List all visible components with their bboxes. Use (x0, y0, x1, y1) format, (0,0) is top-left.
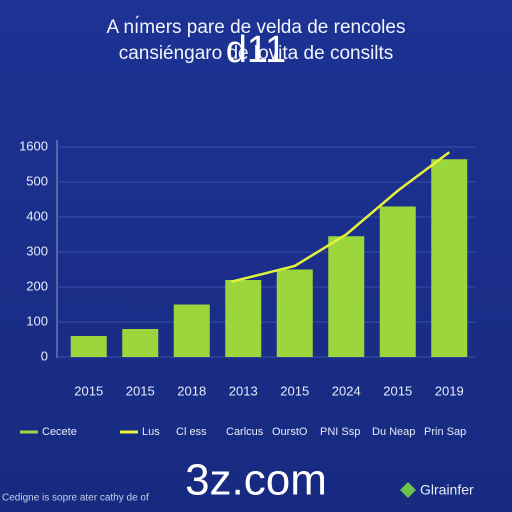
overlay-text: d11 (226, 29, 287, 71)
bar (122, 329, 159, 357)
y-tick-label: 500 (26, 173, 48, 188)
chart-title: A nı́mers pare de velda de rencoles (107, 16, 406, 38)
x-tick-label: 2018 (177, 383, 206, 398)
legend-label: Carlcus (226, 426, 264, 438)
x-tick-label: 2024 (332, 383, 361, 398)
bar (379, 206, 416, 357)
y-tick-label: 400 (26, 208, 48, 223)
x-tick-label: 2015 (74, 383, 103, 398)
legend-label: PNI Ssp (320, 426, 360, 438)
bar (173, 304, 210, 357)
bar (225, 280, 262, 357)
legend-label: Cl ess (176, 426, 207, 438)
legend-label: OurstO (272, 426, 308, 438)
brand-logo (400, 482, 416, 498)
bar (276, 269, 313, 357)
bar (431, 159, 468, 357)
y-tick-label: 1600 (19, 138, 48, 153)
bar (70, 336, 107, 357)
bar (328, 236, 365, 357)
y-tick-label: 0 (41, 348, 48, 363)
y-tick-label: 200 (26, 278, 48, 293)
legend-label: Du Neap (372, 426, 415, 438)
legend-label: Lus (142, 426, 160, 438)
line (230, 151, 450, 283)
brand-name: Glrainfer (420, 482, 474, 498)
source-note: Cedigne is sopre ater cathy de of (2, 493, 149, 504)
legend-label: Prin Sap (424, 426, 466, 438)
x-tick-label: 2015 (126, 383, 155, 398)
legend-label: Cecete (42, 426, 77, 438)
chart-title: cansiéngaro de lovita de consilts (119, 43, 394, 64)
x-tick-label: 2015 (280, 383, 309, 398)
x-tick-label: 2019 (435, 383, 464, 398)
x-tick-label: 2013 (229, 383, 258, 398)
watermark: 3z.com (185, 456, 327, 505)
y-tick-label: 100 (26, 313, 48, 328)
y-tick-label: 300 (26, 243, 48, 258)
x-tick-label: 2015 (383, 383, 412, 398)
